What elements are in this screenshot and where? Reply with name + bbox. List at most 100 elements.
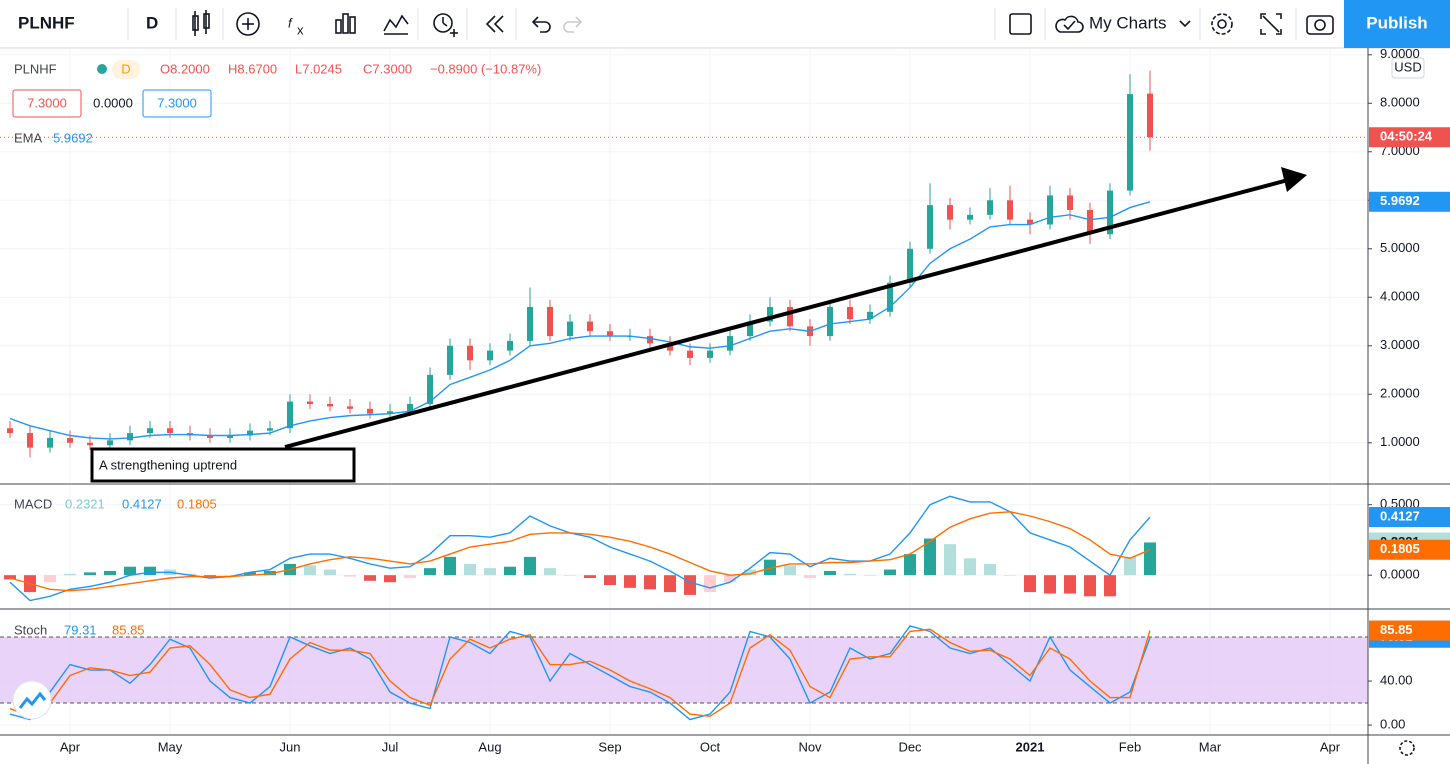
candle-body	[867, 311, 873, 320]
ema-legend-value: 5.9692	[53, 130, 93, 145]
candle-body	[347, 406, 353, 409]
fullscreen-toggle[interactable]	[1009, 13, 1032, 35]
candle-body	[7, 428, 13, 434]
macd-histogram-bar	[524, 556, 536, 576]
signal-line	[9, 511, 1151, 592]
candle-body	[767, 306, 773, 322]
macd-histogram-bar	[744, 569, 756, 576]
candle-body	[487, 350, 493, 361]
candle-body	[267, 428, 273, 431]
candle-body	[707, 350, 713, 358]
buy-price[interactable]: 7.3000	[157, 95, 197, 110]
y-tick-label: 40.00	[1380, 672, 1413, 687]
macd-line	[9, 495, 1151, 602]
candle-body	[687, 350, 693, 358]
macd-legend-value: 0.4127	[122, 496, 162, 511]
candle-body	[967, 214, 973, 220]
buy-box[interactable]	[142, 89, 212, 118]
legend-close: C7.3000	[363, 61, 412, 76]
interval-button[interactable]: D	[146, 13, 158, 32]
candle-body	[947, 205, 953, 220]
y-tick-label: 0.0000	[1380, 567, 1420, 582]
candle-body	[827, 306, 833, 337]
publish-label[interactable]: Publish	[1366, 13, 1427, 32]
publish-button[interactable]	[1344, 0, 1450, 48]
candle-body	[907, 248, 913, 283]
y-tick-label: 5.0000	[1380, 240, 1420, 255]
annotation-text: A strengthening uptrend	[99, 457, 237, 472]
macd-histogram-bar	[364, 575, 376, 581]
macd-histogram-bar	[624, 575, 636, 588]
my-charts[interactable]: My Charts	[1089, 13, 1166, 32]
macd-histogram-bar	[404, 575, 416, 578]
candle-body	[167, 428, 173, 434]
replay-button[interactable]	[485, 15, 504, 33]
macd-histogram-bar	[1124, 556, 1136, 576]
candle-body	[387, 411, 393, 414]
indicators-button[interactable]: f	[288, 15, 293, 30]
layout-button[interactable]	[383, 14, 409, 35]
candle-body	[227, 435, 233, 438]
cloud-check	[1063, 20, 1076, 31]
axis-settings[interactable]	[1399, 740, 1415, 756]
chart-type-button[interactable]	[192, 10, 210, 36]
macd-histogram-bar	[1044, 575, 1056, 594]
compare-button[interactable]	[236, 12, 260, 36]
stoch-k-line	[9, 625, 1151, 721]
macd-histogram-bar	[144, 566, 156, 576]
macd-histogram-bar	[924, 538, 936, 576]
stoch-band-fill	[0, 636, 1368, 704]
candle-body	[427, 374, 433, 404]
candle-body	[467, 345, 473, 361]
settings-button[interactable]	[1211, 13, 1233, 35]
macd-histogram-bar	[4, 575, 16, 580]
symbol-search[interactable]: PLNHF	[18, 13, 75, 32]
maximize-button[interactable]	[1260, 13, 1282, 35]
redo-button[interactable]	[563, 16, 583, 33]
macd-histogram-bar	[964, 558, 976, 576]
undo-button[interactable]	[531, 16, 551, 33]
macd-histogram-bar	[84, 572, 96, 576]
x-tick-label: May	[158, 739, 183, 754]
legend-high: H8.6700	[228, 61, 277, 76]
macd-histogram-bar	[424, 568, 436, 576]
legend-change: −0.8900 (−10.87%)	[430, 61, 541, 76]
macd-price-box	[1369, 507, 1450, 528]
sell-box[interactable]	[12, 89, 82, 118]
legend-open: O8.2000	[160, 61, 210, 76]
charts-dropdown[interactable]	[1179, 20, 1191, 28]
logo[interactable]	[12, 680, 52, 720]
cloud-icon	[1055, 15, 1084, 33]
templates-button[interactable]	[335, 13, 356, 34]
y-tick-label: 3.0000	[1380, 337, 1420, 352]
candle-body	[1027, 219, 1033, 225]
macd-histogram-bar	[884, 569, 896, 576]
macd-histogram-bar	[984, 563, 996, 576]
macd-histogram-bar	[224, 575, 236, 576]
ema-price-label: 5.9692	[1380, 193, 1420, 208]
macd-histogram-bar	[1024, 575, 1036, 593]
macd-histogram-bar	[1104, 575, 1116, 597]
marks	[0, 70, 1368, 721]
settings-center	[1217, 19, 1227, 29]
macd-legend-value: 0.1805	[177, 496, 217, 511]
logo-mark	[18, 691, 47, 709]
candle-body	[367, 408, 373, 414]
ema-legend-title: EMA	[14, 130, 43, 145]
candle-body	[27, 433, 33, 448]
x-tick-label: Apr	[60, 739, 81, 754]
macd-histogram-bar	[704, 575, 716, 593]
stoch-d-line	[9, 628, 1151, 718]
trend-arrowhead	[1281, 167, 1307, 192]
candle-body	[607, 331, 613, 337]
sell-price[interactable]: 7.3000	[27, 95, 67, 110]
alert-button[interactable]	[433, 13, 458, 37]
macd-histogram-bar	[1084, 575, 1096, 597]
indicators-button-x: x	[297, 22, 304, 37]
legend-low: L7.0245	[295, 61, 342, 76]
macd-histogram-bar	[684, 575, 696, 595]
snapshot-button[interactable]	[1306, 15, 1334, 35]
macd-price-box	[1369, 539, 1450, 560]
market-status	[97, 64, 107, 74]
